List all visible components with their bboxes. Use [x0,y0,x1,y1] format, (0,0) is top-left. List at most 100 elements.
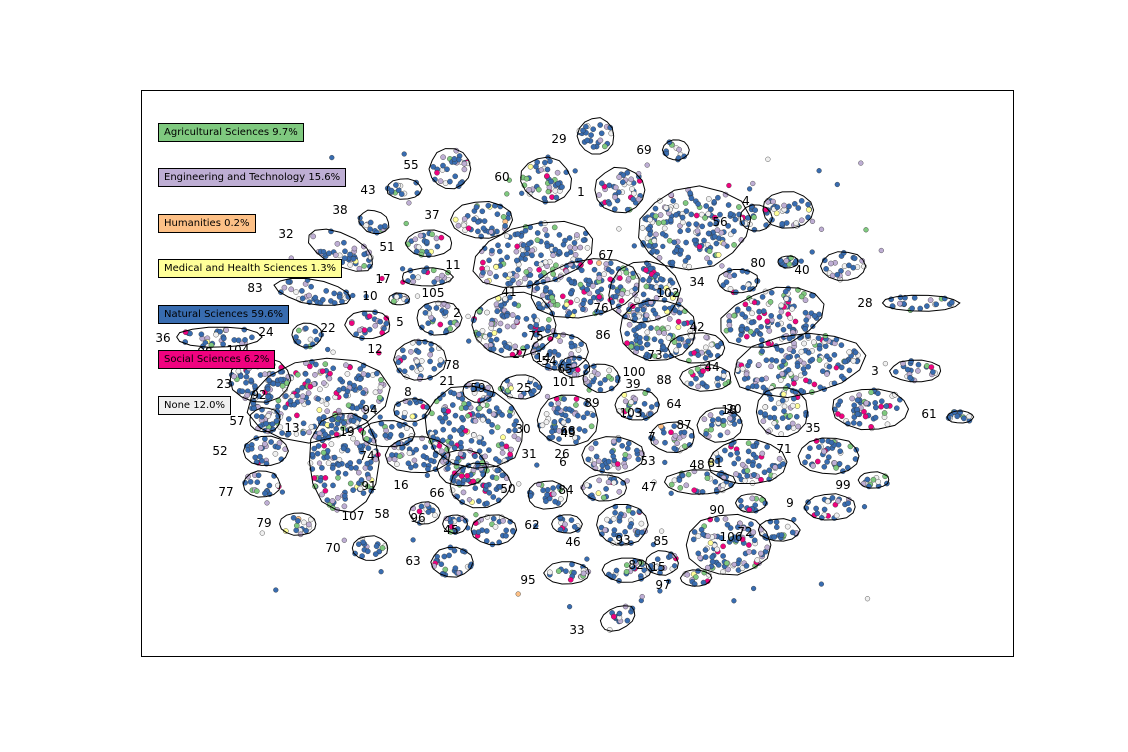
data-point [818,226,825,232]
data-point [531,387,537,394]
data-point [257,453,263,460]
data-point [652,205,659,212]
data-point [927,297,934,303]
data-point [262,436,268,442]
data-point [800,366,807,372]
data-point [532,381,539,388]
data-point [637,339,643,346]
data-point [503,527,510,534]
data-point [711,199,717,205]
data-point [704,255,710,262]
data-point [854,397,861,403]
data-point [356,327,363,334]
data-point [757,409,764,416]
cluster-label: 75 [528,329,543,343]
data-point [610,516,617,522]
data-point [727,211,734,217]
data-point [654,556,661,563]
data-point [612,194,618,200]
data-point [961,415,967,422]
data-point [565,417,572,424]
data-point [653,439,659,445]
data-point [801,340,807,347]
data-point [571,240,578,246]
data-point [495,242,501,249]
data-point [665,335,672,341]
data-point [659,230,666,237]
data-point [795,205,802,211]
data-point [560,419,567,426]
data-point [438,234,445,241]
data-point [440,391,447,398]
data-point [658,338,664,345]
data-point [668,217,674,223]
data-point [438,561,445,568]
data-point [586,277,593,284]
data-point [516,349,523,356]
data-point [540,279,547,285]
data-point [293,334,299,340]
data-point [669,259,676,266]
data-point [549,434,556,440]
data-point [749,462,756,469]
cluster-label: 24 [258,325,273,339]
data-point [500,518,506,524]
data-point [802,459,808,466]
data-point [868,423,874,430]
data-point [276,440,283,446]
data-point [250,400,257,407]
data-point [485,418,492,425]
data-point [556,232,563,238]
data-point [752,207,759,213]
data-point [350,418,357,424]
data-point [506,412,513,419]
data-point [739,536,746,543]
cluster-label: 33 [569,623,584,637]
cluster-label: 19 [339,425,354,439]
data-point [320,449,327,456]
data-point [691,237,698,244]
data-point [350,255,357,262]
data-point [490,515,497,522]
data-point [536,266,542,273]
data-point [821,463,828,470]
data-point [719,263,725,269]
data-point [432,512,438,519]
cluster-label: 27 [512,347,527,361]
data-point [401,410,408,416]
data-point [539,325,546,332]
data-point [745,440,752,447]
data-point [330,349,336,355]
data-point [726,322,733,328]
data-point [326,375,333,382]
data-point [616,514,623,521]
data-point [437,357,444,364]
cluster-label: 46 [565,535,580,549]
data-point [499,412,505,418]
data-point [425,509,432,515]
data-point [583,123,589,130]
data-point [524,251,530,257]
data-point [341,255,348,262]
data-point [786,424,792,430]
data-point [253,488,260,494]
data-point [493,336,500,343]
cluster-outline [242,470,281,498]
data-point [745,458,752,465]
data-point [279,430,285,436]
data-point [480,402,486,408]
data-point [673,212,679,218]
data-point [826,454,832,461]
data-point [257,445,264,451]
data-point [588,132,594,138]
data-point [571,524,578,530]
data-point [357,385,363,391]
data-point [643,283,650,290]
data-point [737,497,744,504]
data-point [378,377,384,383]
data-point [401,354,407,361]
data-point [297,531,304,538]
data-point [372,389,379,396]
data-point [640,306,647,313]
data-point [656,255,663,261]
